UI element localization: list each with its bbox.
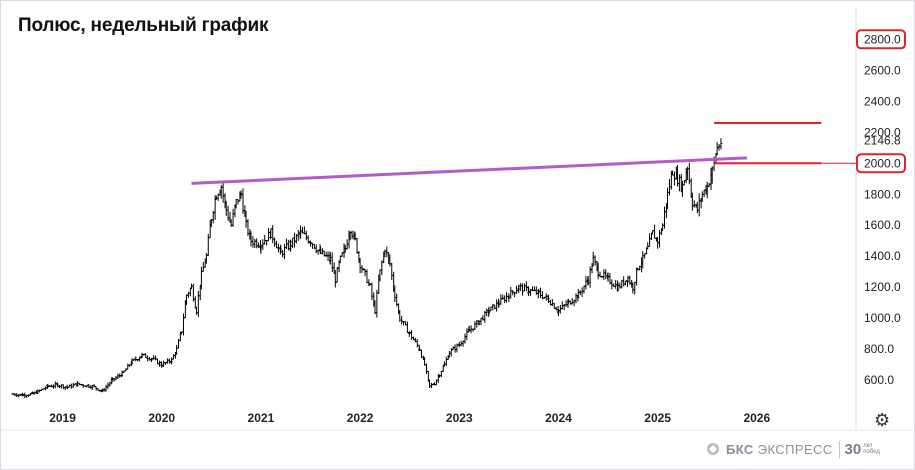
y-tick-label: 1200.0 <box>864 280 901 294</box>
years-words: лет побед <box>863 443 880 455</box>
y-tick-label: 800.0 <box>864 342 894 356</box>
page-title: Полюс, недельный график <box>18 15 269 36</box>
last-price-label: 2146.8 <box>864 134 901 148</box>
x-tick-label: 2024 <box>545 411 572 425</box>
annotations <box>191 121 856 185</box>
x-tick-label: 2021 <box>248 411 275 425</box>
x-tick-label: 2022 <box>347 411 374 425</box>
y-tick-label: 2200.0 <box>864 125 901 139</box>
years-badge: 30 лет побед <box>838 440 880 458</box>
x-tick-label: 2025 <box>644 411 671 425</box>
y-tick-label: 1800.0 <box>864 187 901 201</box>
grid <box>0 8 913 431</box>
x-axis: 2019 2020 2021 2022 2023 2024 2025 2026 <box>49 411 770 425</box>
highlight-box <box>856 29 906 50</box>
x-tick-label: 2023 <box>446 411 473 425</box>
x-tick-label: 2019 <box>49 411 76 425</box>
y-tick-label: 1000.0 <box>864 311 901 325</box>
y-axis: 600.0 800.0 1000.0 1200.0 1400.0 1600.0 1800.0… <box>856 29 906 387</box>
brand-logo-icon <box>707 443 719 455</box>
y-tick-label: 600.0 <box>864 373 894 387</box>
y-tick-label: 1600.0 <box>864 218 901 232</box>
highlight-box <box>856 153 906 174</box>
y-tick-label: 2600.0 <box>864 63 901 77</box>
x-tick-label: 2020 <box>148 411 175 425</box>
y-tick-label: 1400.0 <box>864 249 901 263</box>
gear-icon[interactable]: ⚙ <box>874 410 891 430</box>
y-tick-label: 2000.0 <box>864 156 901 170</box>
x-tick-label: 2026 <box>743 411 770 425</box>
y-tick-label: 2800.0 <box>864 32 901 46</box>
y-tick-label: 2400.0 <box>864 94 901 108</box>
trendline <box>191 156 747 185</box>
brand-watermark: БКС ЭКСПРЕСС 30 лет побед <box>706 438 880 460</box>
ohlc-bars <box>11 138 723 399</box>
brand-name: БКС ЭКСПРЕСС <box>726 441 833 457</box>
years-number: 30 <box>844 440 862 458</box>
